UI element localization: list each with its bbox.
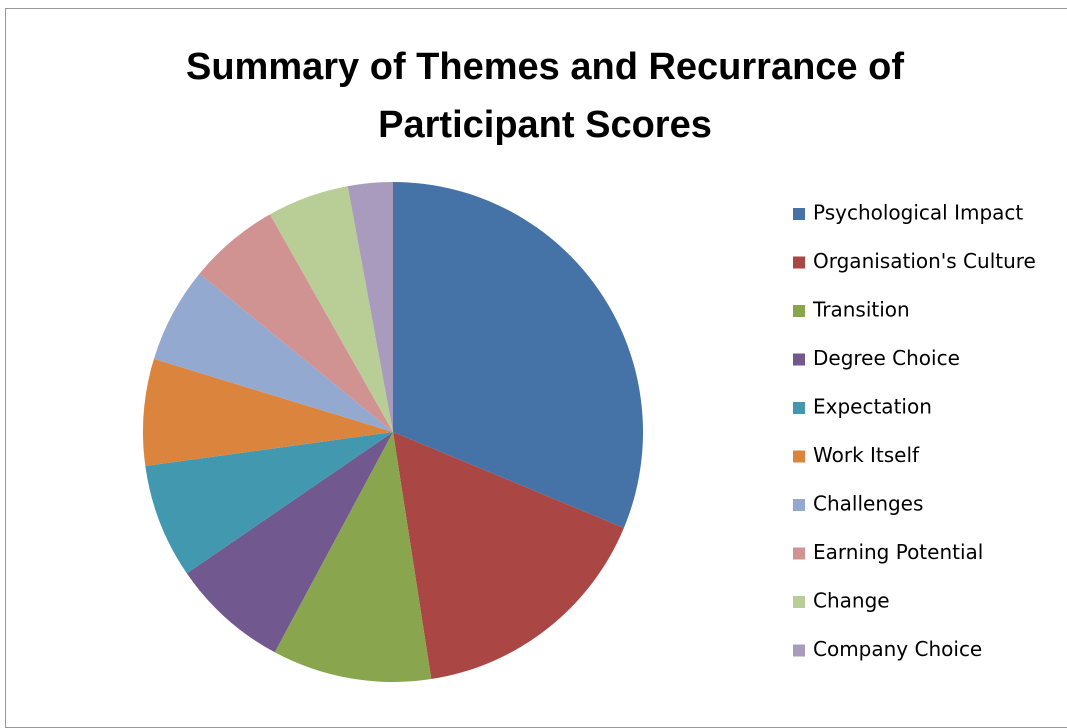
- legend-swatch: [793, 644, 805, 657]
- legend-label: Earning Potential: [813, 540, 983, 564]
- legend-swatch: [793, 353, 805, 366]
- pie-slice: [393, 432, 624, 680]
- legend-swatch: [793, 208, 805, 220]
- pie-slice: [186, 432, 393, 653]
- pie-slice: [269, 186, 393, 432]
- legend-swatch: [793, 450, 805, 463]
- legend-swatch: [793, 547, 805, 560]
- legend-label: Work Itself: [813, 443, 920, 467]
- legend-label: Challenges: [813, 492, 923, 516]
- pie-slice: [347, 182, 393, 432]
- pie-slice: [142, 358, 393, 467]
- legend-label: Transition: [812, 298, 910, 322]
- legend-swatch: [793, 499, 805, 511]
- legend-label: Degree Choice: [813, 346, 960, 370]
- legend-swatch: [793, 256, 805, 269]
- legend-label: Organisation's Culture: [813, 249, 1036, 273]
- chart-title: Summary of Themes and Recurrance of Part…: [186, 46, 904, 146]
- legend-label: Change: [813, 589, 890, 613]
- legend-label: Expectation: [813, 395, 932, 419]
- legend-label: Psychological Impact: [813, 201, 1023, 225]
- legend-label: Company Choice: [813, 637, 982, 661]
- pie-slice: [274, 432, 432, 682]
- page: Summary of Themes and Recurrance of Part…: [5, 8, 1067, 728]
- pie-slice: [199, 214, 393, 432]
- legend-swatch: [793, 305, 805, 317]
- pie-slice: [145, 432, 393, 574]
- pie-slice: [393, 182, 643, 528]
- legend-swatch: [793, 402, 805, 414]
- pie-slice: [153, 273, 393, 432]
- legend-swatch: [793, 596, 805, 608]
- chart: Psychological Impact Organisation's Cultu…: [142, 182, 1036, 682]
